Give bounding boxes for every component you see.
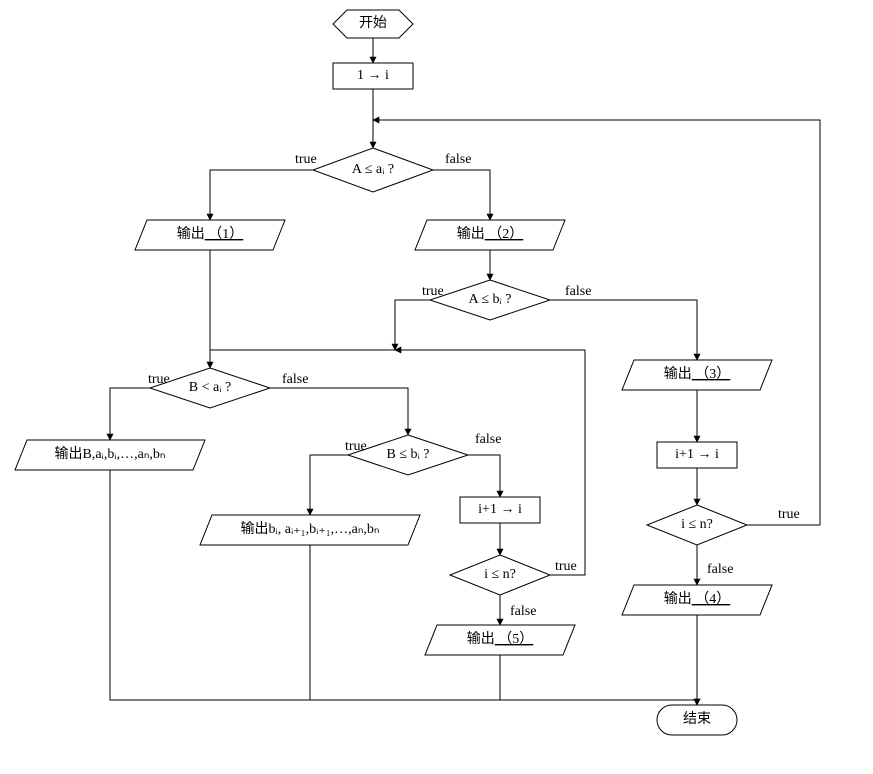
flowchart-canvas: truefalsetruefalsetruefalsetruefalsetrue… — [0, 0, 873, 769]
svg-text:i+1 → i: i+1 → i — [675, 447, 719, 462]
svg-text:结束: 结束 — [683, 711, 711, 727]
svg-text:输出 （2）: 输出 （2） — [457, 226, 524, 242]
svg-text:i+1 → i: i+1 → i — [478, 502, 522, 517]
svg-text:B ≤ bᵢ ?: B ≤ bᵢ ? — [386, 447, 429, 462]
svg-text:false: false — [565, 284, 591, 299]
svg-text:true: true — [555, 559, 577, 574]
svg-text:B < aᵢ ?: B < aᵢ ? — [189, 380, 231, 395]
svg-text:false: false — [510, 604, 536, 619]
svg-text:true: true — [778, 507, 800, 522]
svg-text:true: true — [295, 152, 317, 167]
svg-text:输出B,aᵢ,bᵢ,…,aₙ,bₙ: 输出B,aᵢ,bᵢ,…,aₙ,bₙ — [54, 446, 165, 462]
svg-text:false: false — [282, 372, 308, 387]
svg-text:A ≤ aᵢ ?: A ≤ aᵢ ? — [352, 162, 394, 177]
svg-text:输出 （1）: 输出 （1） — [177, 226, 244, 242]
svg-text:输出 （4）: 输出 （4） — [664, 591, 731, 607]
svg-text:输出 （3）: 输出 （3） — [664, 366, 731, 382]
svg-text:A ≤ bᵢ ?: A ≤ bᵢ ? — [468, 292, 511, 307]
svg-text:i ≤ n?: i ≤ n? — [681, 517, 713, 532]
svg-text:开始: 开始 — [359, 15, 387, 31]
svg-text:i ≤ n?: i ≤ n? — [484, 567, 516, 582]
svg-text:false: false — [707, 562, 733, 577]
svg-text:输出 （5）: 输出 （5） — [467, 631, 534, 647]
svg-text:1 → i: 1 → i — [357, 68, 389, 83]
svg-text:false: false — [445, 152, 471, 167]
svg-text:输出bᵢ, aᵢ₊₁,bᵢ₊₁,…,aₙ,bₙ: 输出bᵢ, aᵢ₊₁,bᵢ₊₁,…,aₙ,bₙ — [241, 521, 380, 537]
svg-text:false: false — [475, 432, 501, 447]
